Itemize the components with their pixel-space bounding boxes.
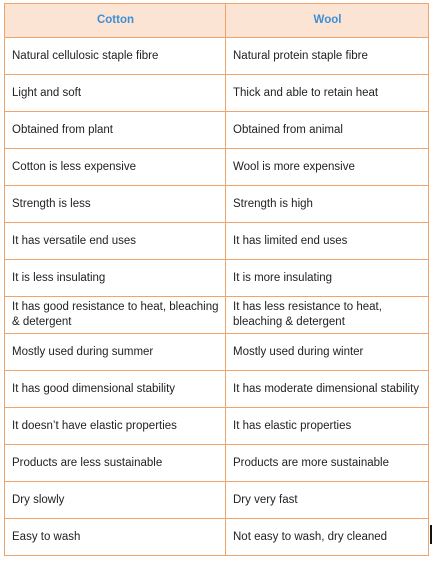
wool-cell: It has moderate dimensional stability bbox=[225, 370, 429, 408]
cotton-cell: Mostly used during summer bbox=[4, 333, 226, 371]
header-wool: Wool bbox=[225, 3, 429, 38]
cotton-vs-wool-table: Cotton Wool Natural cellulosic staple fi… bbox=[4, 3, 429, 556]
wool-cell: It has limited end uses bbox=[225, 222, 429, 260]
table-row: Natural cellulosic staple fibre Natural … bbox=[4, 37, 429, 75]
table-row: It has versatile end uses It has limited… bbox=[4, 222, 429, 260]
wool-cell: Not easy to wash, dry cleaned bbox=[225, 518, 429, 556]
header-cotton: Cotton bbox=[4, 3, 226, 38]
comparison-table-container: Cotton Wool Natural cellulosic staple fi… bbox=[4, 3, 429, 556]
cotton-cell: Cotton is less expensive bbox=[4, 148, 226, 186]
wool-cell: Dry very fast bbox=[225, 481, 429, 519]
table-row: It doesn’t have elastic properties It ha… bbox=[4, 407, 429, 445]
cotton-cell: It has good dimensional stability bbox=[4, 370, 226, 408]
table-row: Mostly used during summer Mostly used du… bbox=[4, 333, 429, 371]
table-row: It has good dimensional stability It has… bbox=[4, 370, 429, 408]
wool-cell: Obtained from animal bbox=[225, 111, 429, 149]
text-cursor-mark bbox=[430, 525, 432, 544]
wool-cell: It is more insulating bbox=[225, 259, 429, 297]
cotton-cell: Products are less sustainable bbox=[4, 444, 226, 482]
table-row: Easy to wash Not easy to wash, dry clean… bbox=[4, 518, 429, 556]
cotton-cell: Dry slowly bbox=[4, 481, 226, 519]
table-row: Obtained from plant Obtained from animal bbox=[4, 111, 429, 149]
wool-cell: Strength is high bbox=[225, 185, 429, 223]
table-header-row: Cotton Wool bbox=[4, 3, 429, 38]
table-row: Products are less sustainable Products a… bbox=[4, 444, 429, 482]
table-row: Dry slowly Dry very fast bbox=[4, 481, 429, 519]
wool-cell: Wool is more expensive bbox=[225, 148, 429, 186]
table-row: Light and soft Thick and able to retain … bbox=[4, 74, 429, 112]
wool-cell: Natural protein staple fibre bbox=[225, 37, 429, 75]
wool-cell: Mostly used during winter bbox=[225, 333, 429, 371]
cotton-cell: It doesn’t have elastic properties bbox=[4, 407, 226, 445]
table-row: Cotton is less expensive Wool is more ex… bbox=[4, 148, 429, 186]
table-row: Strength is less Strength is high bbox=[4, 185, 429, 223]
wool-cell: It has elastic properties bbox=[225, 407, 429, 445]
cotton-cell: Natural cellulosic staple fibre bbox=[4, 37, 226, 75]
cotton-cell: Light and soft bbox=[4, 74, 226, 112]
table-row: It has good resistance to heat, bleachin… bbox=[4, 296, 429, 334]
cotton-cell: It is less insulating bbox=[4, 259, 226, 297]
cotton-cell: It has good resistance to heat, bleachin… bbox=[4, 296, 226, 334]
wool-cell: Products are more sustainable bbox=[225, 444, 429, 482]
wool-cell: Thick and able to retain heat bbox=[225, 74, 429, 112]
cotton-cell: It has versatile end uses bbox=[4, 222, 226, 260]
cotton-cell: Strength is less bbox=[4, 185, 226, 223]
wool-cell: It has less resistance to heat, bleachin… bbox=[225, 296, 429, 334]
cotton-cell: Obtained from plant bbox=[4, 111, 226, 149]
table-row: It is less insulating It is more insulat… bbox=[4, 259, 429, 297]
cotton-cell: Easy to wash bbox=[4, 518, 226, 556]
